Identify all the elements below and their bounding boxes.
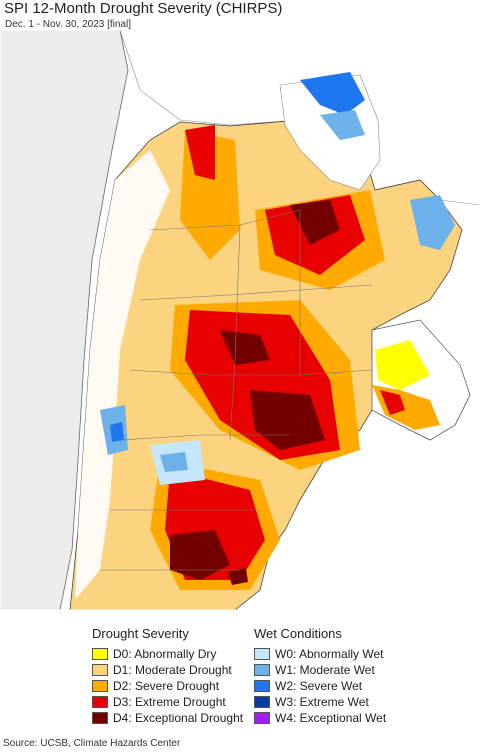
legend-item-d3: D3: Extreme Drought bbox=[92, 694, 243, 710]
wet-legend: Wet Conditions W0: Abnormally Wet W1: Mo… bbox=[254, 626, 386, 726]
legend-item-d2: D2: Severe Drought bbox=[92, 678, 243, 694]
legend-item-d4: D4: Exceptional Drought bbox=[92, 710, 243, 726]
source-credit: Source: UCSB, Climate Hazards Center bbox=[3, 738, 181, 749]
chaco-d4 bbox=[290, 200, 340, 245]
swatch-w2 bbox=[254, 680, 270, 692]
wet-legend-title: Wet Conditions bbox=[254, 626, 342, 641]
legend-item-w1: W1: Moderate Wet bbox=[254, 662, 386, 678]
swatch-w0 bbox=[254, 648, 270, 660]
swatch-d1 bbox=[92, 664, 108, 676]
uruguay-d0 bbox=[375, 340, 430, 390]
province-boundaries bbox=[100, 209, 373, 571]
northwest-d3 bbox=[185, 125, 215, 180]
patagonia-d4 bbox=[170, 530, 230, 580]
drought-map bbox=[0, 30, 480, 610]
chaco-wet-w2 bbox=[300, 72, 365, 115]
drought-legend-title: Drought Severity bbox=[92, 626, 189, 641]
swatch-d2 bbox=[92, 680, 108, 692]
uruguay-d3 bbox=[380, 390, 405, 415]
swatch-w4 bbox=[254, 712, 270, 724]
map-subtitle: Dec. 1 - Nov. 30, 2023 [final] bbox=[5, 19, 131, 30]
legend-item-w3: W3: Extreme Wet bbox=[254, 694, 386, 710]
chile-region bbox=[0, 30, 129, 610]
legend: Drought Severity D0: Abnormally Dry D1: … bbox=[0, 612, 480, 732]
swatch-d3 bbox=[92, 696, 108, 708]
legend-item-w0: W0: Abnormally Wet bbox=[254, 646, 386, 662]
legend-item-d0: D0: Abnormally Dry bbox=[92, 646, 243, 662]
near-normal-west bbox=[75, 150, 170, 600]
coast-d4 bbox=[228, 568, 248, 585]
drought-legend: Drought Severity D0: Abnormally Dry D1: … bbox=[92, 626, 243, 726]
swatch-d4 bbox=[92, 712, 108, 724]
legend-item-w2: W2: Severe Wet bbox=[254, 678, 386, 694]
parana-wet-w1 bbox=[410, 195, 455, 250]
swatch-w1 bbox=[254, 664, 270, 676]
map-title: SPI 12-Month Drought Severity (CHIRPS) bbox=[4, 0, 283, 17]
patagonia-wet-w1 bbox=[160, 452, 188, 472]
legend-item-w4: W4: Exceptional Wet bbox=[254, 710, 386, 726]
swatch-w3 bbox=[254, 696, 270, 708]
andes-wet-w2 bbox=[110, 422, 124, 442]
swatch-d0 bbox=[92, 648, 108, 660]
chaco-wet-w1 bbox=[320, 110, 365, 140]
central-d4-north bbox=[220, 330, 270, 365]
legend-item-d1: D1: Moderate Drought bbox=[92, 662, 243, 678]
